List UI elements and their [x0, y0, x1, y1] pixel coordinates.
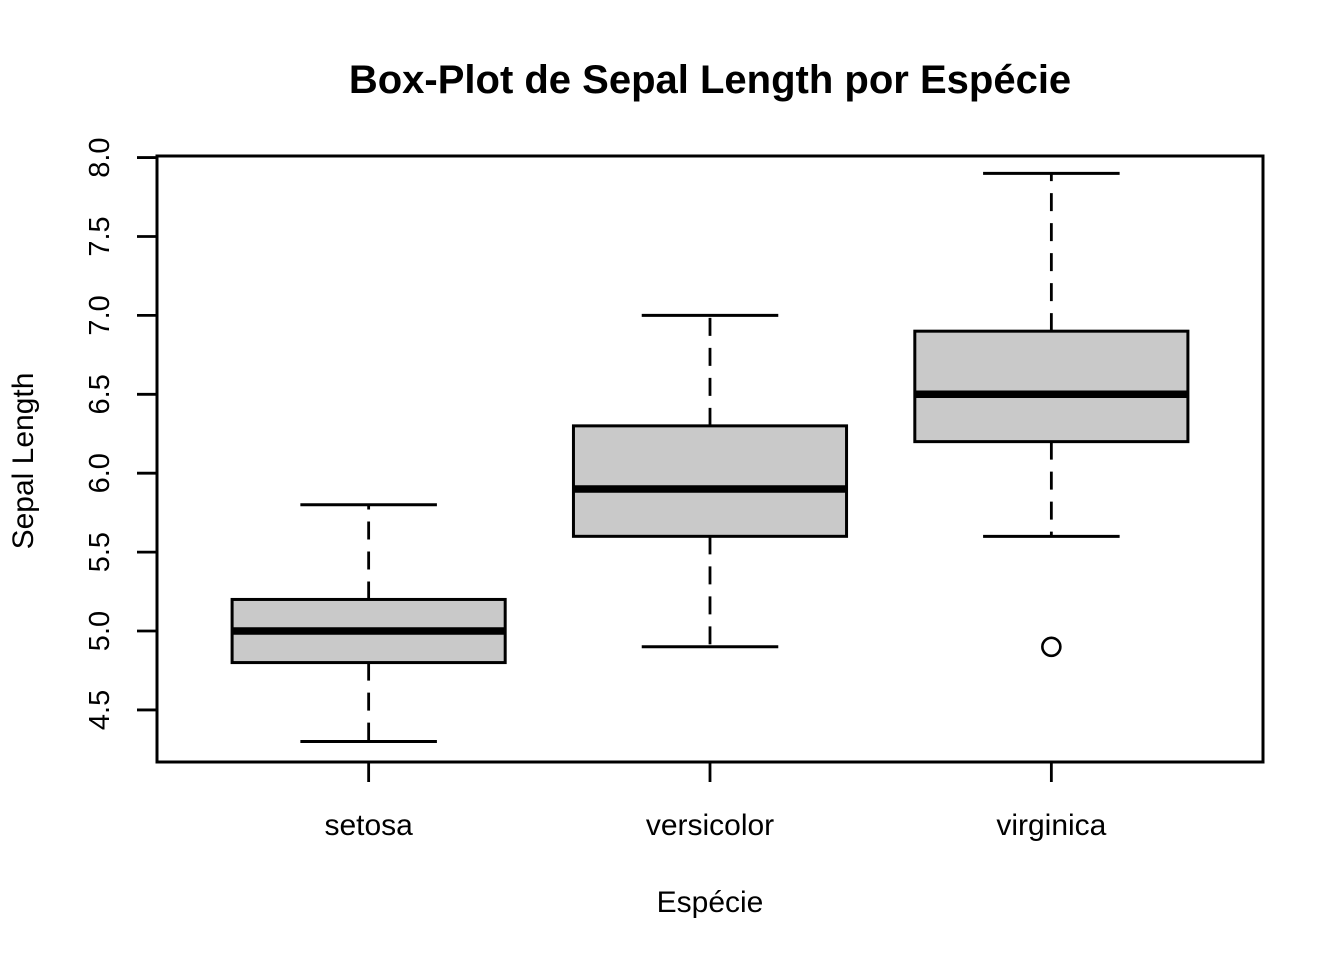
x-axis-label: Espécie — [656, 886, 764, 919]
y-tick-label: 6.5 — [84, 374, 116, 414]
box-versicolor — [571, 424, 849, 538]
y-tick-label: 5.0 — [84, 611, 116, 651]
y-tick-label: 7.5 — [84, 216, 116, 256]
y-tick-label: 7.0 — [84, 295, 116, 335]
y-tick-label: 4.5 — [84, 690, 116, 730]
x-tick-label: setosa — [324, 809, 413, 842]
outlier-point-virginica — [1041, 636, 1062, 658]
x-tick-label: virginica — [996, 809, 1106, 842]
chart-title: Box-Plot de Sepal Length por Espécie — [348, 58, 1072, 102]
y-tick-label: 6.0 — [84, 453, 116, 493]
x-tick-label: versicolor — [646, 809, 774, 842]
y-tick-label: 8.0 — [84, 137, 116, 177]
y-tick-label: 5.5 — [84, 532, 116, 572]
box-virginica — [913, 329, 1190, 444]
